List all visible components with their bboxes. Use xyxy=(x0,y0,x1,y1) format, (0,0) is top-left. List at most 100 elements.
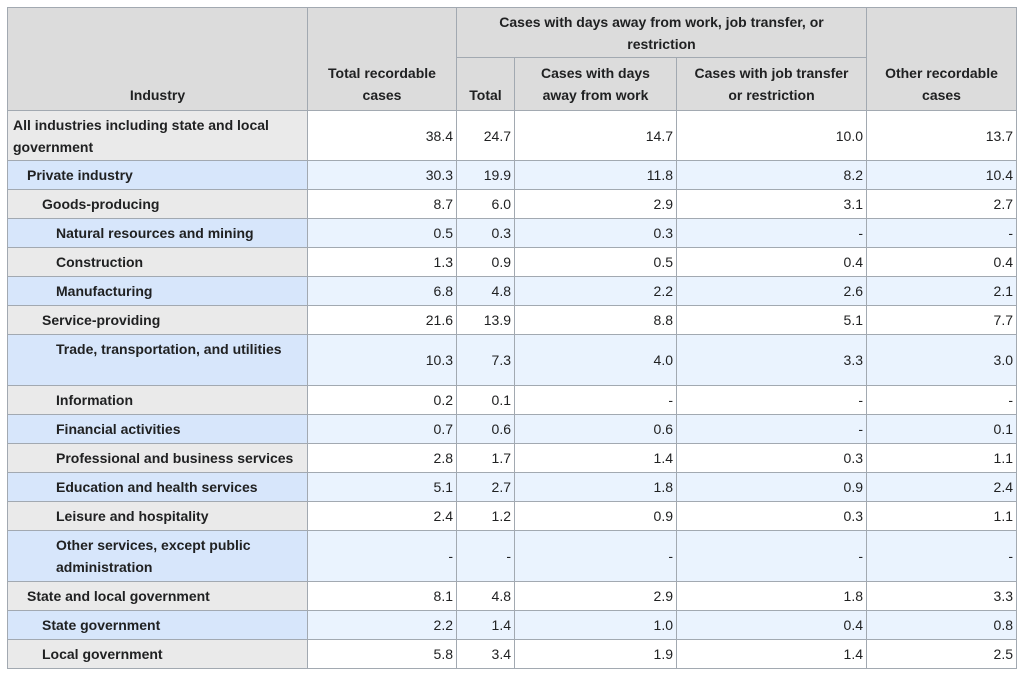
cell-days-away: 0.9 xyxy=(514,501,677,531)
table-body: All industries including state and local… xyxy=(7,110,1017,669)
header-total-recordable: Total recordable cases xyxy=(307,7,457,111)
cell-job-transfer: 0.4 xyxy=(676,610,867,640)
cell-other-recordable: 1.1 xyxy=(866,443,1017,473)
cell-total-recordable: 2.8 xyxy=(307,443,457,473)
cell-other-recordable: 2.4 xyxy=(866,472,1017,502)
cell-total-recordable: 0.2 xyxy=(307,385,457,415)
cell-other-recordable: - xyxy=(866,385,1017,415)
cell-days-away: 14.7 xyxy=(514,110,677,161)
industry-label: Other services, except public administra… xyxy=(7,530,308,582)
cell-total: 0.6 xyxy=(456,414,515,444)
cell-days-away: 8.8 xyxy=(514,305,677,335)
cell-other-recordable: 2.5 xyxy=(866,639,1017,669)
cell-total-recordable: 8.1 xyxy=(307,581,457,611)
cell-other-recordable: 13.7 xyxy=(866,110,1017,161)
cell-other-recordable: - xyxy=(866,530,1017,582)
industry-label: Natural resources and mining xyxy=(7,218,308,248)
cell-job-transfer: 3.3 xyxy=(676,334,867,386)
industry-label: Information xyxy=(7,385,308,415)
cell-job-transfer: 0.9 xyxy=(676,472,867,502)
industry-label: Service-providing xyxy=(7,305,308,335)
industry-label: State and local government xyxy=(7,581,308,611)
cell-other-recordable: 0.4 xyxy=(866,247,1017,277)
cell-total-recordable: 6.8 xyxy=(307,276,457,306)
cell-total-recordable: 10.3 xyxy=(307,334,457,386)
header-days-away: Cases with days away from work xyxy=(514,57,677,111)
industry-label: All industries including state and local… xyxy=(7,110,308,161)
cell-total: 24.7 xyxy=(456,110,515,161)
cell-job-transfer: 1.8 xyxy=(676,581,867,611)
cell-days-away: 2.9 xyxy=(514,189,677,219)
cell-total: 1.4 xyxy=(456,610,515,640)
table-row: Other services, except public administra… xyxy=(7,530,1017,582)
cell-total-recordable: 8.7 xyxy=(307,189,457,219)
cell-job-transfer: 8.2 xyxy=(676,160,867,190)
industry-label: Professional and business services xyxy=(7,443,308,473)
cell-total: 19.9 xyxy=(456,160,515,190)
cell-days-away: 0.3 xyxy=(514,218,677,248)
cell-job-transfer: 1.4 xyxy=(676,639,867,669)
header-other-recordable: Other recordable cases xyxy=(866,7,1017,111)
table-row: Leisure and hospitality 2.4 1.2 0.9 0.3 1.1 xyxy=(7,501,1017,531)
industry-label: Private industry xyxy=(7,160,308,190)
cell-job-transfer: 5.1 xyxy=(676,305,867,335)
cell-total-recordable: 5.8 xyxy=(307,639,457,669)
industry-label: Local government xyxy=(7,639,308,669)
cell-total: 1.7 xyxy=(456,443,515,473)
cell-job-transfer: 2.6 xyxy=(676,276,867,306)
cell-total-recordable: - xyxy=(307,530,457,582)
table-row: Information 0.2 0.1- - - xyxy=(7,385,1017,415)
cell-total-recordable: 5.1 xyxy=(307,472,457,502)
cell-days-away: 0.5 xyxy=(514,247,677,277)
cell-total-recordable: 0.7 xyxy=(307,414,457,444)
cell-total-recordable: 2.4 xyxy=(307,501,457,531)
cell-total: 3.4 xyxy=(456,639,515,669)
cell-other-recordable: 10.4 xyxy=(866,160,1017,190)
cell-total-recordable: 21.6 xyxy=(307,305,457,335)
cell-job-transfer: 10.0 xyxy=(676,110,867,161)
cell-other-recordable: 2.7 xyxy=(866,189,1017,219)
cell-other-recordable: 3.0 xyxy=(866,334,1017,386)
cell-days-away: 0.6 xyxy=(514,414,677,444)
table-row: State government 2.2 1.4 1.0 0.4 0.8 xyxy=(7,610,1017,640)
header-total: Total xyxy=(456,57,515,111)
cell-total: 13.9 xyxy=(456,305,515,335)
table-row: Service-providing 21.6 13.9 8.8 5.1 7.7 xyxy=(7,305,1017,335)
header-job-transfer: Cases with job transfer or restriction xyxy=(676,57,867,111)
cell-days-away: 4.0 xyxy=(514,334,677,386)
cell-total-recordable: 30.3 xyxy=(307,160,457,190)
cell-days-away: 2.2 xyxy=(514,276,677,306)
cell-other-recordable: 7.7 xyxy=(866,305,1017,335)
header-group-days-away-transfer: Cases with days away from work, job tran… xyxy=(456,7,867,58)
table-row: Professional and business services 2.8 1.7… xyxy=(7,443,1017,473)
industry-label: Goods-producing xyxy=(7,189,308,219)
cell-days-away: - xyxy=(514,530,677,582)
cell-job-transfer: - xyxy=(676,414,867,444)
cell-other-recordable: 2.1 xyxy=(866,276,1017,306)
cell-other-recordable: 0.8 xyxy=(866,610,1017,640)
cell-days-away: 1.0 xyxy=(514,610,677,640)
cell-total-recordable: 0.5 xyxy=(307,218,457,248)
table-row: State and local government 8.1 4.8 2.9 1.8 3.… xyxy=(7,581,1017,611)
table-row: Construction 1.3 0.9 0.5 0.4 0.4 xyxy=(7,247,1017,277)
cell-total: 6.0 xyxy=(456,189,515,219)
industry-label: Trade, transportation, and utilities xyxy=(7,334,308,386)
cell-job-transfer: - xyxy=(676,385,867,415)
cell-job-transfer: 0.3 xyxy=(676,443,867,473)
cell-days-away: 1.8 xyxy=(514,472,677,502)
industry-label: Financial activities xyxy=(7,414,308,444)
cell-job-transfer: 0.4 xyxy=(676,247,867,277)
cell-job-transfer: 3.1 xyxy=(676,189,867,219)
cell-other-recordable: - xyxy=(866,218,1017,248)
cell-total: 2.7 xyxy=(456,472,515,502)
industry-label: Education and health services xyxy=(7,472,308,502)
cell-days-away: 11.8 xyxy=(514,160,677,190)
cell-days-away: 1.9 xyxy=(514,639,677,669)
industry-label: Leisure and hospitality xyxy=(7,501,308,531)
cell-days-away: 2.9 xyxy=(514,581,677,611)
injury-rates-table: Industry Total recordable cases Cases wi… xyxy=(7,7,1017,669)
header-industry: Industry xyxy=(7,7,308,111)
cell-other-recordable: 3.3 xyxy=(866,581,1017,611)
cell-total-recordable: 38.4 xyxy=(307,110,457,161)
industry-label: State government xyxy=(7,610,308,640)
